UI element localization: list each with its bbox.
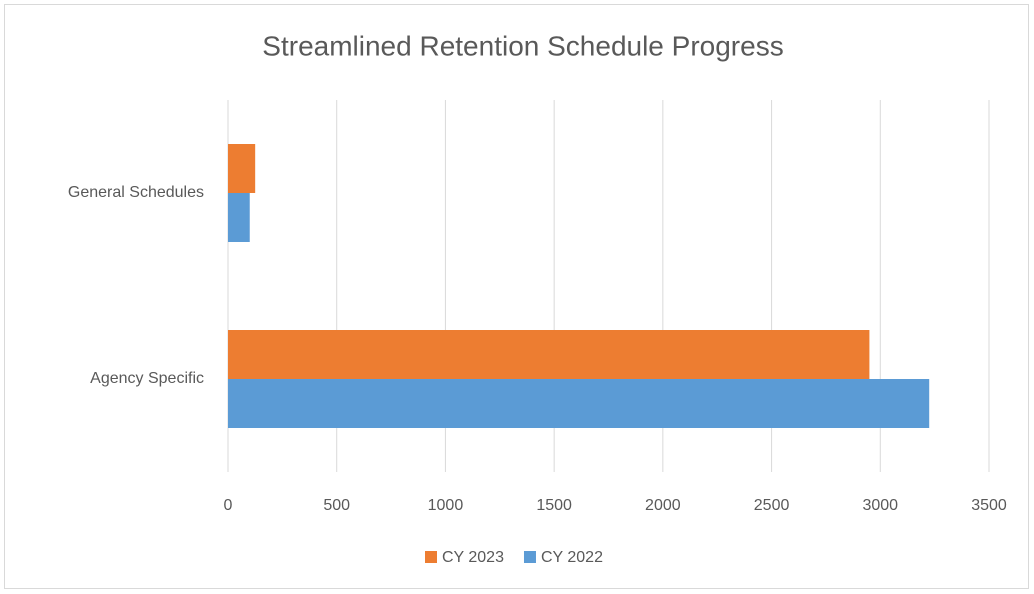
- chart-title: Streamlined Retention Schedule Progress: [262, 30, 783, 61]
- bar: [228, 379, 930, 428]
- legend-label: CY 2022: [541, 549, 603, 566]
- x-tick-label: 0: [224, 497, 233, 514]
- x-tick-label: 1500: [536, 497, 572, 514]
- x-tick-label: 3000: [862, 497, 898, 514]
- legend-label: CY 2023: [442, 549, 504, 566]
- x-tick-label: 3500: [971, 497, 1007, 514]
- legend-swatch: [523, 551, 536, 563]
- y-tick-label: General Schedules: [68, 184, 204, 201]
- bar: [228, 330, 870, 379]
- y-tick-label: Agency Specific: [90, 370, 204, 387]
- bar: [228, 144, 256, 193]
- x-tick-label: 1000: [428, 497, 464, 514]
- legend-swatch: [425, 551, 437, 563]
- chart-border: [4, 4, 1029, 589]
- bar: [228, 193, 250, 242]
- x-tick-label: 2500: [754, 497, 790, 514]
- x-tick-label: 2000: [645, 497, 681, 514]
- x-tick-label: 500: [323, 497, 350, 514]
